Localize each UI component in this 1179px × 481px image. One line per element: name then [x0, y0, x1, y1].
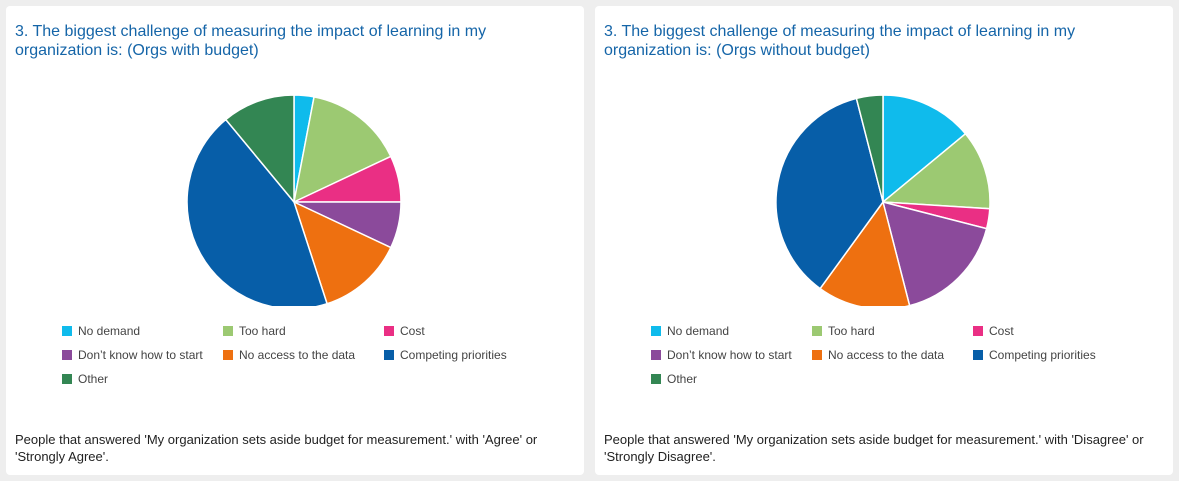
- chart-title: 3. The biggest challenge of measuring th…: [15, 23, 487, 59]
- chart-card-without-budget: 3. The biggest challenge of measuring th…: [595, 6, 1173, 475]
- legend-swatch: [62, 326, 72, 336]
- chart-title: 3. The biggest challenge of measuring th…: [604, 23, 1076, 59]
- legend-item[interactable]: Cost: [384, 324, 425, 338]
- legend-swatch: [62, 350, 72, 360]
- chart-card-with-budget: 3. The biggest challenge of measuring th…: [6, 6, 584, 475]
- legend-item[interactable]: Cost: [973, 324, 1014, 338]
- legend-item[interactable]: Too hard: [223, 324, 286, 338]
- legend-label: Other: [78, 372, 109, 386]
- legend-item[interactable]: Other: [651, 372, 697, 386]
- pie-slice-competing-priorities[interactable]: [186, 118, 329, 306]
- legend-label: No demand: [667, 324, 730, 338]
- legend-swatch: [62, 374, 72, 384]
- chart-footnote: People that answered 'My organization se…: [604, 432, 1144, 464]
- legend-label: No access to the data: [828, 348, 945, 362]
- chart-footnote: People that answered 'My organization se…: [15, 432, 538, 464]
- legend-item[interactable]: No demand: [62, 324, 140, 338]
- pie-slice-no-access-to-the-data[interactable]: [819, 200, 911, 306]
- legend-swatch: [384, 350, 394, 360]
- legend-swatch: [973, 350, 983, 360]
- legend-item[interactable]: Competing priorities: [973, 348, 1096, 362]
- pie-slice-other[interactable]: [855, 94, 884, 203]
- legend-swatch: [812, 350, 822, 360]
- legend-swatch: [223, 350, 233, 360]
- legend-label: Too hard: [239, 324, 286, 338]
- legend-label: Don’t know how to start: [78, 348, 203, 362]
- pie-slice-competing-priorities[interactable]: [775, 97, 884, 290]
- legend-label: No access to the data: [239, 348, 356, 362]
- legend-item[interactable]: No access to the data: [812, 348, 944, 362]
- legend-swatch: [812, 326, 822, 336]
- legend-swatch: [223, 326, 233, 336]
- pie-slice-other[interactable]: [224, 94, 295, 205]
- legend-label: Cost: [989, 324, 1014, 338]
- legend-swatch: [973, 326, 983, 336]
- legend-item[interactable]: Don’t know how to start: [62, 348, 203, 362]
- legend-item[interactable]: No access to the data: [223, 348, 355, 362]
- pie-slice-too-hard[interactable]: [881, 132, 991, 210]
- legend-item[interactable]: Don’t know how to start: [651, 348, 792, 362]
- pie-slice-no-demand[interactable]: [882, 94, 967, 204]
- legend-swatch: [651, 374, 661, 384]
- legend-label: Competing priorities: [989, 348, 1096, 362]
- legend-item[interactable]: Other: [62, 372, 108, 386]
- legend-label: Other: [667, 372, 698, 386]
- legend-label: Competing priorities: [400, 348, 507, 362]
- legend-label: Too hard: [828, 324, 875, 338]
- pie-slice-too-hard[interactable]: [292, 96, 392, 204]
- pie-chart: [775, 94, 991, 306]
- pie-slice-don-t-know-how-to-start[interactable]: [881, 200, 988, 306]
- legend-item[interactable]: Competing priorities: [384, 348, 507, 362]
- pie-slice-no-access-to-the-data[interactable]: [292, 200, 392, 305]
- legend-label: No demand: [78, 324, 141, 338]
- legend-swatch: [384, 326, 394, 336]
- legend-label: Cost: [400, 324, 425, 338]
- pie-chart: [186, 94, 402, 306]
- legend-swatch: [651, 326, 661, 336]
- legend-swatch: [651, 350, 661, 360]
- legend-label: Don’t know how to start: [667, 348, 792, 362]
- legend-item[interactable]: No demand: [651, 324, 729, 338]
- legend-item[interactable]: Too hard: [812, 324, 875, 338]
